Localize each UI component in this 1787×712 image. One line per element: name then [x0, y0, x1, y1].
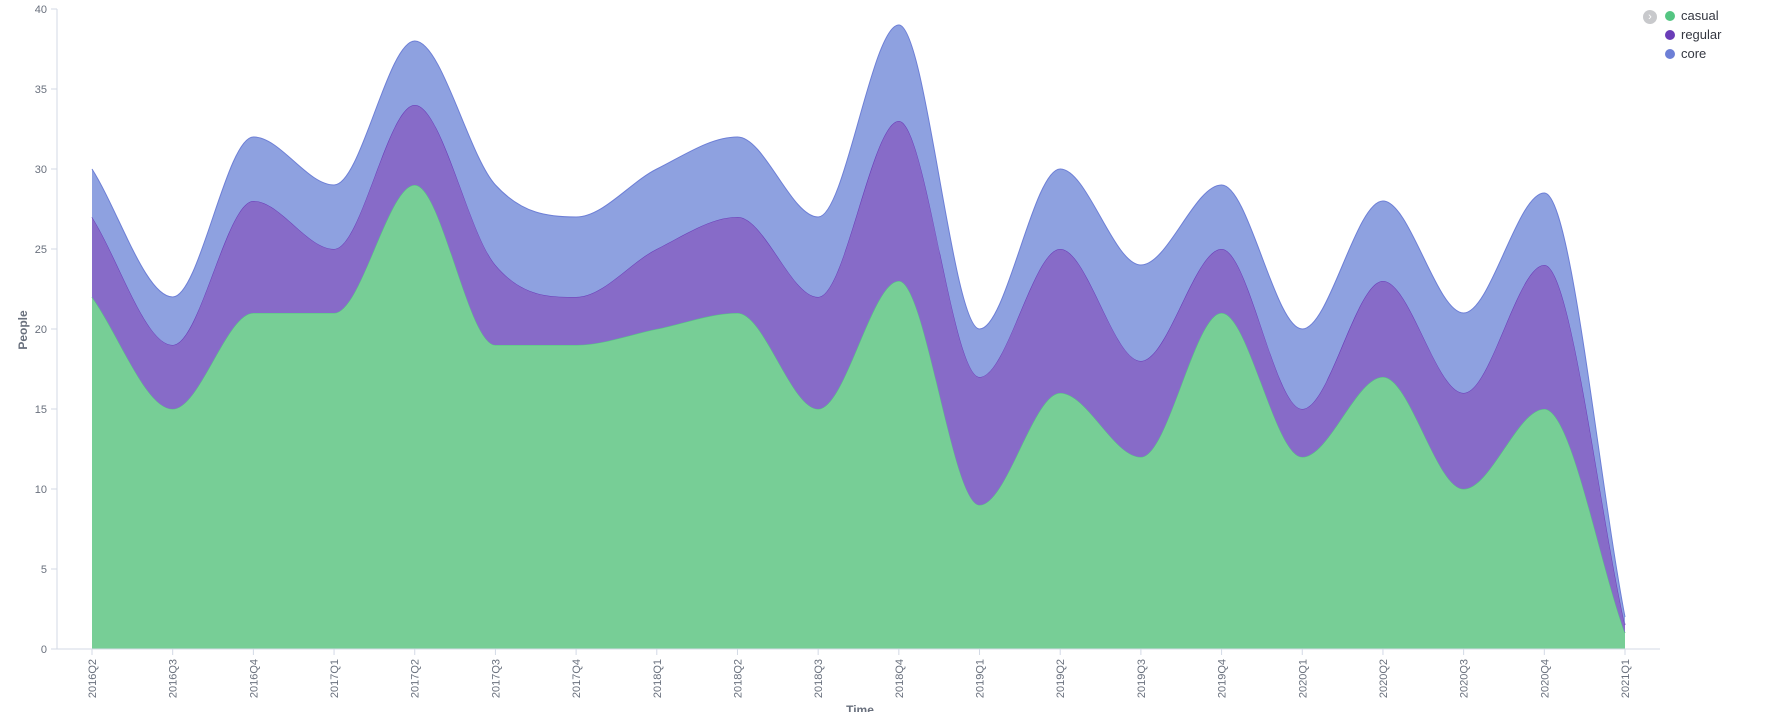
y-tick-label: 40	[35, 4, 47, 16]
y-tick-label: 35	[35, 84, 47, 96]
x-tick-label: 2018Q2	[732, 659, 744, 698]
x-tick-label: 2016Q2	[87, 659, 99, 698]
legend: › casual regular core	[1643, 6, 1721, 63]
x-tick-label: 2016Q4	[248, 659, 260, 698]
x-tick-label: 2020Q3	[1459, 659, 1471, 698]
legend-label: core	[1681, 46, 1707, 61]
area-regular	[92, 105, 1625, 633]
legend-dot-casual	[1665, 10, 1675, 21]
y-tick-label: 25	[35, 244, 47, 256]
x-tick-label: 2020Q2	[1378, 659, 1390, 698]
x-tick-label: 2016Q3	[168, 659, 180, 698]
x-tick-label: 2017Q1	[329, 659, 341, 698]
x-tick-label: 2020Q4	[1539, 659, 1551, 698]
y-tick-label: 30	[35, 164, 47, 176]
x-axis-title: Time	[846, 703, 874, 712]
y-axis-title: People	[16, 310, 30, 350]
area-core	[92, 25, 1625, 625]
area-line-core	[91, 24, 1626, 618]
x-tick-label: 2017Q3	[490, 659, 502, 698]
legend-label: regular	[1681, 27, 1722, 42]
x-tick-label: 2019Q1	[975, 659, 987, 698]
legend-dot-core	[1665, 48, 1675, 59]
x-tick-label: 2017Q4	[571, 659, 583, 698]
legend-dot-regular	[1665, 29, 1675, 40]
y-tick-label: 10	[35, 484, 47, 496]
area-series-group	[91, 24, 1626, 649]
y-tick-label: 20	[35, 324, 47, 336]
y-tick-label: 15	[35, 404, 47, 416]
x-tick-label: 2018Q3	[813, 659, 825, 698]
y-tick-label: 5	[41, 564, 47, 576]
x-tick-label: 2017Q2	[410, 659, 422, 698]
legend-item-regular[interactable]: regular	[1665, 25, 1721, 44]
x-tick-label: 2019Q3	[1136, 659, 1148, 698]
x-tick-label: 2018Q1	[652, 659, 664, 698]
legend-item-core[interactable]: core	[1665, 44, 1721, 63]
x-tick-label: 2021Q1	[1620, 659, 1632, 698]
x-tick-label: 2019Q2	[1055, 659, 1067, 698]
legend-label: casual	[1681, 8, 1719, 23]
legend-item-casual[interactable]: casual	[1665, 6, 1721, 25]
chevron-right-icon[interactable]: ›	[1643, 10, 1657, 24]
axes-group: 0 5 10 15 20 25 30 35 40 2016Q2 2016Q3 2016Q4 2017Q1…	[35, 4, 1660, 698]
x-tick-label: 2018Q4	[894, 659, 906, 698]
area-casual	[92, 185, 1625, 649]
x-tick-label: 2020Q1	[1297, 659, 1309, 698]
y-tick-label: 0	[41, 644, 47, 656]
x-tick-label: 2019Q4	[1217, 659, 1229, 698]
